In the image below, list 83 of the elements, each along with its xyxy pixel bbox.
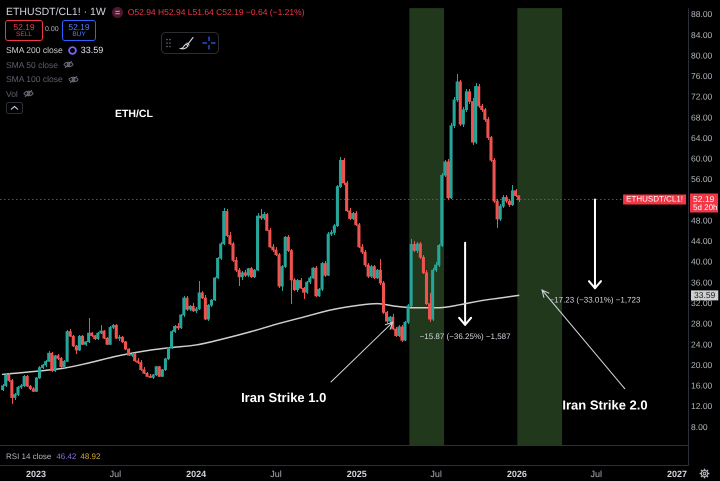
annotation: −17.23 (−33.01%) −1,723: [549, 295, 642, 304]
candlestick: [154, 366, 158, 376]
y-tick-label: 40.00: [691, 256, 713, 267]
text: RSI 14 close: [6, 452, 52, 460]
x-tick-label: 2024: [186, 468, 206, 479]
candlestick: [158, 366, 161, 378]
candlestick: [370, 264, 373, 278]
candlestick: [22, 374, 26, 388]
annotation: SMA 50 close: [6, 60, 58, 70]
y-tick-label: 16.00: [691, 380, 713, 391]
candlestick: [87, 318, 90, 344]
y-tick-label: 12.00: [691, 401, 713, 412]
candlestick: [16, 386, 20, 396]
candlestick: [53, 354, 56, 372]
y-tick-label: 56.00: [691, 174, 713, 184]
line-series: [2, 294, 520, 376]
annotation: Iran Strike 2.0: [562, 398, 648, 413]
candlestick: [296, 278, 300, 292]
y-tick-label: 20.00: [691, 360, 713, 370]
x-tick-label: Jul: [590, 468, 602, 479]
candlestick: [4, 372, 8, 388]
annotation: −15.87 (−36.25%) −1,587: [420, 332, 512, 342]
y-tick-label: 76.00: [691, 71, 713, 82]
candlestick: [259, 208, 262, 220]
candlestick: [78, 334, 81, 352]
y-tick-label: 32.00: [691, 298, 713, 308]
y-tick-label: 48.00: [691, 215, 713, 226]
x-tick-label: 2023: [26, 468, 46, 479]
annotation: ETH/CL: [115, 108, 153, 120]
candlestick: [376, 268, 379, 280]
y-tick-label: 84.00: [691, 30, 713, 40]
y-tick-label: 60.00: [691, 154, 713, 164]
candlestick: [250, 266, 253, 278]
candlestick: [372, 264, 376, 280]
x-tick-label: Jul: [430, 468, 442, 479]
candlestick: [185, 296, 188, 312]
annotation: 52.19: [68, 22, 90, 32]
candlestick: [108, 326, 112, 346]
candlestick: [305, 280, 308, 294]
text: 46.42: [56, 452, 76, 460]
candlestick: [139, 360, 142, 372]
chart-title: ETHUSDT/CL1! · 1W: [6, 6, 106, 18]
y-tick-label: 88.00: [691, 9, 713, 20]
text: SMA 200 close: [6, 45, 63, 56]
candlestick: [412, 240, 416, 252]
text: 5d 20h: [693, 203, 718, 212]
x-tick-label: 2027: [667, 468, 688, 479]
annotation: SMA 100 close: [6, 74, 63, 84]
annotation: Iran Strike 1.0: [241, 390, 326, 405]
annotation: ETHUSDT/CL1!: [626, 194, 684, 204]
annotation: 33.59: [80, 45, 104, 56]
candlestick: [400, 324, 404, 342]
candlestick: [324, 260, 327, 278]
x-tick-label: Jul: [270, 468, 282, 479]
candlestick: [204, 294, 207, 320]
candlestick: [80, 334, 84, 346]
candlestick: [114, 324, 118, 340]
candlestick: [477, 84, 480, 108]
text: 33.59: [694, 290, 716, 300]
candlestick: [26, 374, 29, 388]
candlestick: [59, 356, 63, 368]
candlestick: [299, 278, 302, 290]
y-tick-label: 80.00: [691, 50, 713, 60]
y-tick-label: 68.00: [691, 112, 713, 122]
candlestick: [510, 184, 514, 206]
y-tick-label: 44.00: [691, 236, 713, 246]
candlestick: [416, 242, 419, 254]
y-tick-label: 24.00: [691, 339, 713, 350]
y-tick-label: 72.00: [691, 92, 713, 102]
y-tick-label: 28.00: [691, 318, 713, 329]
chart-subtitle: O52.94 H52.94 L51.64 C52.19 −0.64 (−1.21%): [128, 7, 305, 17]
x-tick-label: 2026: [506, 468, 527, 479]
annotation: Vol: [6, 88, 18, 99]
x-tick-label: 2025: [346, 468, 367, 479]
candlestick: [198, 280, 201, 310]
y-tick-label: 8.00: [691, 422, 708, 432]
x-tick-label: Jul: [110, 468, 122, 479]
ref-line-label: 52.19: [693, 194, 715, 204]
text: 48.92: [80, 452, 100, 460]
candlestick: [397, 324, 400, 338]
y-tick-label: 64.00: [691, 132, 713, 143]
y-tick-label: 36.00: [691, 277, 713, 288]
annotation: 52.19: [13, 22, 35, 32]
